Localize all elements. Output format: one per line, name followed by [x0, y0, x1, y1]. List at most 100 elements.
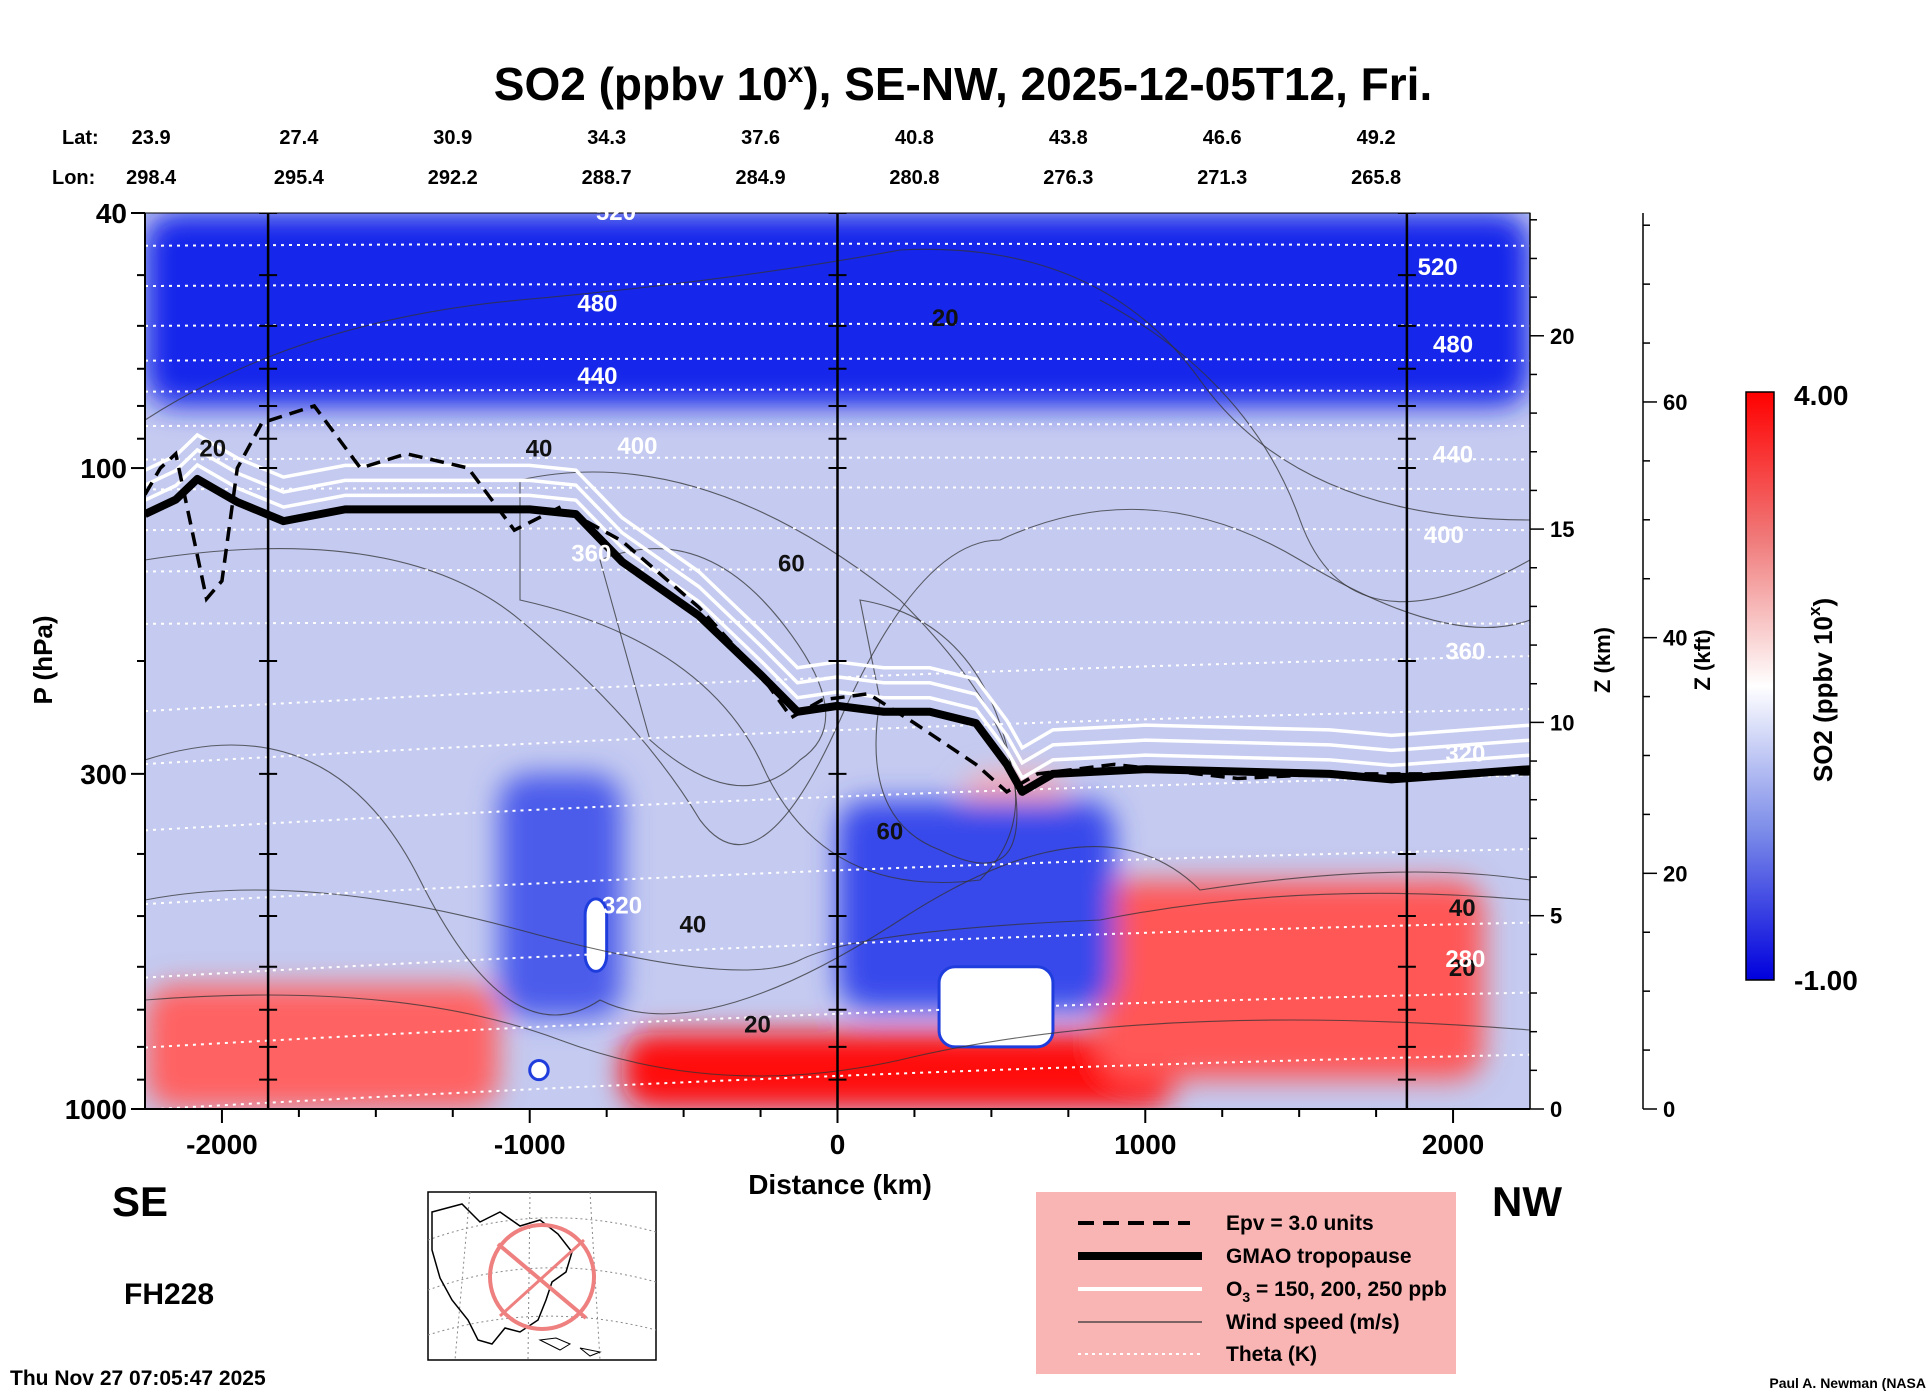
missing-data-patch-2: [528, 1058, 550, 1082]
latitude-value-5: 40.8: [895, 127, 934, 149]
theta-label-4: 360: [571, 541, 611, 568]
wind-speed-label-4: 60: [876, 819, 903, 846]
latitude-value-1: 27.4: [279, 127, 319, 149]
longitude-value-4: 284.9: [736, 167, 786, 189]
so2-high-region-2: [1099, 880, 1484, 1080]
latitude-value-3: 34.3: [587, 127, 626, 149]
pressure-tick-label-0: 40: [96, 198, 127, 229]
theta-isentrope-0: [145, 242, 1530, 247]
latitude-value-0: 23.9: [132, 127, 171, 149]
latitude-value-4: 37.6: [741, 127, 780, 149]
colorbar-min-label: -1.00: [1794, 965, 1858, 996]
theta-isentrope-4: [145, 388, 1530, 393]
longitude-value-5: 280.8: [889, 167, 939, 189]
map-cross-line: [498, 1238, 586, 1318]
wind-speed-contour-7: [145, 889, 1530, 971]
map-section-line: [496, 1242, 588, 1320]
theta-label-0: 520: [596, 199, 636, 226]
theta-label-5: 320: [602, 892, 642, 919]
longitude-value-3: 288.7: [582, 167, 632, 189]
theta-isentrope-1: [145, 283, 1530, 288]
map-coastline: [431, 1203, 573, 1345]
legend-epv-label: Epv = 3.0 units: [1226, 1212, 1374, 1235]
z-kft-tick-label-0: 0: [1663, 1097, 1675, 1122]
so2-field: [145, 213, 1530, 1109]
longitude-value-6: 276.3: [1043, 167, 1093, 189]
z-kft-tick-label-3: 60: [1663, 390, 1687, 415]
se-label: SE: [112, 1178, 168, 1225]
chart-title: SO2 (ppbv 10x), SE-NW, 2025-12-05T12, Fr…: [494, 57, 1432, 110]
theta-label-7: 480: [1433, 331, 1473, 358]
so2-high-region-1: [622, 1032, 1177, 1109]
map-parallels: [427, 1217, 657, 1336]
theta-label-12: 280: [1445, 946, 1485, 973]
x-tick-label-3: 1000: [1114, 1129, 1176, 1160]
z-kft-axis-label: Z (kft): [1690, 629, 1715, 690]
latitude-value-6: 43.8: [1049, 127, 1088, 149]
theta-isentrope-10: [145, 620, 1530, 625]
longitude-value-7: 271.3: [1197, 167, 1247, 189]
wind-speed-contour-5: [145, 744, 1530, 1016]
x-tick-label-0: -2000: [186, 1129, 258, 1160]
longitude-value-1: 295.4: [274, 167, 325, 189]
pressure-axis: 40 100 300 1000: [65, 198, 146, 1125]
y-axis-label: P (hPa): [28, 615, 58, 704]
longitude-value-0: 298.4: [126, 167, 177, 189]
wind-speed-label-2: 60: [778, 550, 805, 577]
x-tick-label-1: -1000: [494, 1129, 566, 1160]
lat-lon-row: 23.9 27.4 30.9 34.3 37.6 40.8 43.8 46.6 49.2 298.…: [126, 127, 1401, 189]
legend-wind-label: Wind speed (m/s): [1226, 1311, 1400, 1334]
epv-3-units-line: [145, 403, 1530, 794]
theta-isentrope-7: [145, 486, 1530, 491]
longitude-value-2: 292.2: [428, 167, 478, 189]
x-axis: -2000 -1000 0 1000 2000: [145, 1108, 1530, 1160]
pressure-tick-label-2: 300: [80, 759, 127, 790]
wind-speed-label-7: 40: [1449, 895, 1476, 922]
theta-label-6: 520: [1418, 254, 1458, 281]
wind-speed-contour-0: [145, 248, 1530, 521]
x-tick-label-4: 2000: [1422, 1129, 1484, 1160]
theta-isentrope-9: [145, 568, 1530, 573]
latitude-value-2: 30.9: [433, 127, 472, 149]
wind-speed-contour-3: [859, 599, 1018, 864]
map-islands: [538, 1337, 602, 1357]
theta-isentrope-8: [145, 527, 1530, 532]
z-km-tick-label-1: 5: [1550, 904, 1562, 929]
wind-speed-contour-6: [145, 994, 1530, 1077]
colorbar-label: SO2 (ppbv 10x): [1805, 598, 1838, 782]
credit: Paul A. Newman (NASA: [1769, 1375, 1926, 1391]
theta-label-8: 440: [1433, 441, 1473, 468]
theta-label-10: 360: [1445, 639, 1485, 666]
colorbar-max-label: 4.00: [1794, 380, 1849, 411]
longitude-value-8: 265.8: [1351, 167, 1401, 189]
wind-speed-contour-1: [145, 508, 1530, 846]
z-km-tick-label-2: 10: [1550, 710, 1574, 735]
theta-label-9: 400: [1424, 522, 1464, 549]
z-km-tick-label-4: 20: [1550, 324, 1574, 349]
wind-speed-label-1: 40: [526, 436, 553, 463]
wind-speed-contour-4: [519, 471, 1017, 884]
latitude-value-7: 46.6: [1203, 127, 1242, 149]
z-km-tick-label-0: 0: [1550, 1097, 1562, 1122]
theta-label-11: 320: [1445, 741, 1485, 768]
wind-speed-label-3: 20: [932, 305, 959, 332]
theta-label-1: 480: [577, 291, 617, 318]
locator-map: [427, 1191, 657, 1361]
so2-high-region-0: [145, 984, 499, 1109]
theta-isentrope-3: [145, 357, 1530, 362]
legend-tropopause-label: GMAO tropopause: [1226, 1245, 1412, 1268]
theta-isentrope-6: [145, 456, 1530, 461]
latitude-value-8: 49.2: [1357, 127, 1396, 149]
theta-isentrope-2: [145, 322, 1530, 327]
z-km-axis: 0 5 10 15 20: [1529, 213, 1574, 1122]
pressure-tick-label-1: 100: [80, 453, 127, 484]
theta-label-2: 440: [577, 363, 617, 390]
z-km-axis-label: Z (km): [1590, 627, 1615, 693]
z-kft-axis: 0 20 40 60: [1642, 213, 1687, 1122]
z-km-tick-label-3: 15: [1550, 517, 1574, 542]
lat-label: Lat:: [62, 127, 99, 149]
wind-speed-label-0: 20: [199, 436, 226, 463]
legend-ozone-label: O3 = 150, 200, 250 ppb: [1226, 1278, 1447, 1305]
x-axis-label: Distance (km): [748, 1169, 932, 1200]
pressure-tick-label-3: 1000: [65, 1094, 127, 1125]
